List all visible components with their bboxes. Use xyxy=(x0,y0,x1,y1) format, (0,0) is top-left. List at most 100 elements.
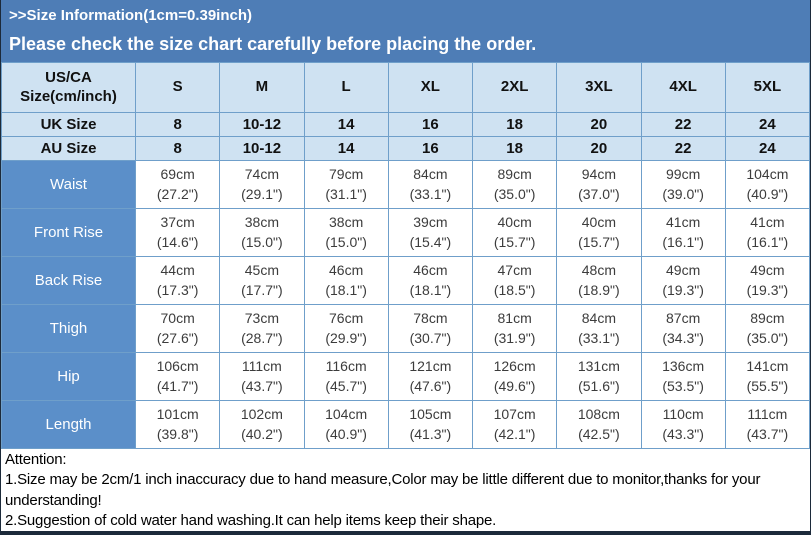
inch-value: (53.5") xyxy=(662,378,704,395)
inch-value: (35.0") xyxy=(493,186,536,203)
attention-section: Attention: 1.Size may be 2cm/1 inch inac… xyxy=(1,449,810,531)
measurement-cell: 40cm (15.7") xyxy=(556,208,642,257)
cm-value: 104cm xyxy=(325,406,368,423)
cm-value: 136cm xyxy=(662,358,705,375)
measure-row-thigh: Thigh 70cm (27.6") 73cm (28.7") 76cm (29.9") 78… xyxy=(1,304,810,353)
measurement-cell: 46cm (18.1") xyxy=(303,256,389,305)
inch-value: (16.1") xyxy=(746,234,789,251)
cm-value: 84cm xyxy=(413,166,448,183)
cm-value: 89cm xyxy=(750,310,785,327)
measurement-cell: 116cm (45.7") xyxy=(303,352,389,401)
size-value-cell: 18 xyxy=(471,112,558,137)
cm-value: 102cm xyxy=(240,406,283,423)
table-body: UK Size 8 10-12 14 16 18 20 22 24 AU Size 8 10-12 14… xyxy=(1,112,810,449)
inch-value: (43.7") xyxy=(241,378,283,395)
measurement-cell: 37cm (14.6") xyxy=(134,208,221,257)
cm-value: 76cm xyxy=(329,310,364,327)
measurement-cell: 121cm (47.6") xyxy=(387,352,474,401)
cm-value: 111cm xyxy=(241,358,282,375)
measure-row-back-rise: Back Rise 44cm (17.3") 45cm (17.7") 46cm (18.1… xyxy=(1,256,810,305)
size-value-cell: 24 xyxy=(724,112,810,137)
size-header-m: M xyxy=(219,62,305,113)
measurement-cell: 102cm (40.2") xyxy=(219,400,305,449)
inch-value: (37.0") xyxy=(578,186,620,203)
measurement-cell: 136cm (53.5") xyxy=(640,352,726,401)
measure-row-front-rise: Front Rise 37cm (14.6") 38cm (15.0") 38cm (15.… xyxy=(1,208,810,257)
size-header-3xl: 3XL xyxy=(556,62,642,113)
inch-value: (43.7") xyxy=(746,426,789,443)
cm-value: 49cm xyxy=(666,262,701,279)
inch-value: (35.0") xyxy=(746,330,789,347)
inch-value: (18.1") xyxy=(409,282,452,299)
size-row-uk-size: UK Size 8 10-12 14 16 18 20 22 24 xyxy=(1,112,810,137)
size-value-cell: 14 xyxy=(303,136,389,161)
inch-value: (41.7") xyxy=(156,378,199,395)
size-value-cell: 14 xyxy=(303,112,389,137)
measure-row-waist: Waist 69cm (27.2") 74cm (29.1") 79cm (31.1") 84… xyxy=(1,160,810,209)
measurement-cell: 111cm (43.7") xyxy=(219,352,305,401)
measurement-cell: 111cm (43.7") xyxy=(724,400,810,449)
measurement-cell: 41cm (16.1") xyxy=(724,208,810,257)
size-header-s: S xyxy=(134,62,221,113)
measurement-cell: 44cm (17.3") xyxy=(134,256,221,305)
inch-value: (42.5") xyxy=(578,426,620,443)
measure-row-hip: Hip 106cm (41.7") 111cm (43.7") 116cm (45.7") 1… xyxy=(1,352,810,401)
inch-value: (15.0") xyxy=(241,234,283,251)
page-title: >>Size Information(1cm=0.39inch) xyxy=(9,7,252,24)
inch-value: (29.1") xyxy=(241,186,283,203)
cm-value: 101cm xyxy=(156,406,199,423)
inch-value: (42.1") xyxy=(493,426,536,443)
inch-value: (28.7") xyxy=(241,330,283,347)
measurement-cell: 49cm (19.3") xyxy=(724,256,810,305)
measurement-cell: 73cm (28.7") xyxy=(219,304,305,353)
row-label: Thigh xyxy=(1,304,136,353)
measurement-cell: 108cm (42.5") xyxy=(556,400,642,449)
inch-value: (27.6") xyxy=(156,330,199,347)
row-label: Waist xyxy=(1,160,136,209)
size-header-xl: XL xyxy=(387,62,474,113)
measurement-cell: 89cm (35.0") xyxy=(724,304,810,353)
cm-value: 78cm xyxy=(413,310,448,327)
measurement-cell: 78cm (30.7") xyxy=(387,304,474,353)
cm-value: 141cm xyxy=(746,358,789,375)
inch-value: (18.5") xyxy=(493,282,536,299)
inch-value: (34.3") xyxy=(662,330,704,347)
measurement-cell: 41cm (16.1") xyxy=(640,208,726,257)
cm-value: 40cm xyxy=(497,214,532,231)
cm-value: 46cm xyxy=(413,262,448,279)
page-subtitle: Please check the size chart carefully be… xyxy=(9,34,537,54)
cm-value: 49cm xyxy=(750,262,785,279)
inch-value: (18.9") xyxy=(578,282,620,299)
table-header-row: US/CA Size(cm/inch) S M L XL 2XL 3XL 4XL 5XL xyxy=(1,62,810,113)
cm-value: 45cm xyxy=(244,262,279,279)
inch-value: (33.1") xyxy=(409,186,452,203)
cm-value: 104cm xyxy=(746,166,789,183)
size-value-cell: 22 xyxy=(640,112,726,137)
measure-row-length: Length 101cm (39.8") 102cm (40.2") 104cm (40.9… xyxy=(1,400,810,449)
size-value-cell: 16 xyxy=(387,112,474,137)
cm-value: 106cm xyxy=(156,358,199,375)
measurement-cell: 38cm (15.0") xyxy=(303,208,389,257)
inch-value: (55.5") xyxy=(746,378,789,395)
row-label: Hip xyxy=(1,352,136,401)
measurement-cell: 39cm (15.4") xyxy=(387,208,474,257)
inch-value: (39.0") xyxy=(662,186,704,203)
inch-value: (15.4") xyxy=(409,234,452,251)
inch-value: (40.9") xyxy=(325,426,367,443)
size-value-cell: 8 xyxy=(134,136,221,161)
measurement-cell: 84cm (33.1") xyxy=(387,160,474,209)
measurement-cell: 104cm (40.9") xyxy=(303,400,389,449)
inch-value: (19.3") xyxy=(662,282,704,299)
measurement-cell: 107cm (42.1") xyxy=(471,400,558,449)
row-label: Back Rise xyxy=(1,256,136,305)
row-label: UK Size xyxy=(1,112,136,137)
cm-value: 47cm xyxy=(497,262,532,279)
inch-value: (40.2") xyxy=(241,426,283,443)
cm-value: 116cm xyxy=(325,358,367,375)
cm-value: 70cm xyxy=(160,310,195,327)
size-row-au-size: AU Size 8 10-12 14 16 18 20 22 24 xyxy=(1,136,810,161)
measurement-cell: 141cm (55.5") xyxy=(724,352,810,401)
row-label: AU Size xyxy=(1,136,136,161)
inch-value: (17.3") xyxy=(156,282,199,299)
